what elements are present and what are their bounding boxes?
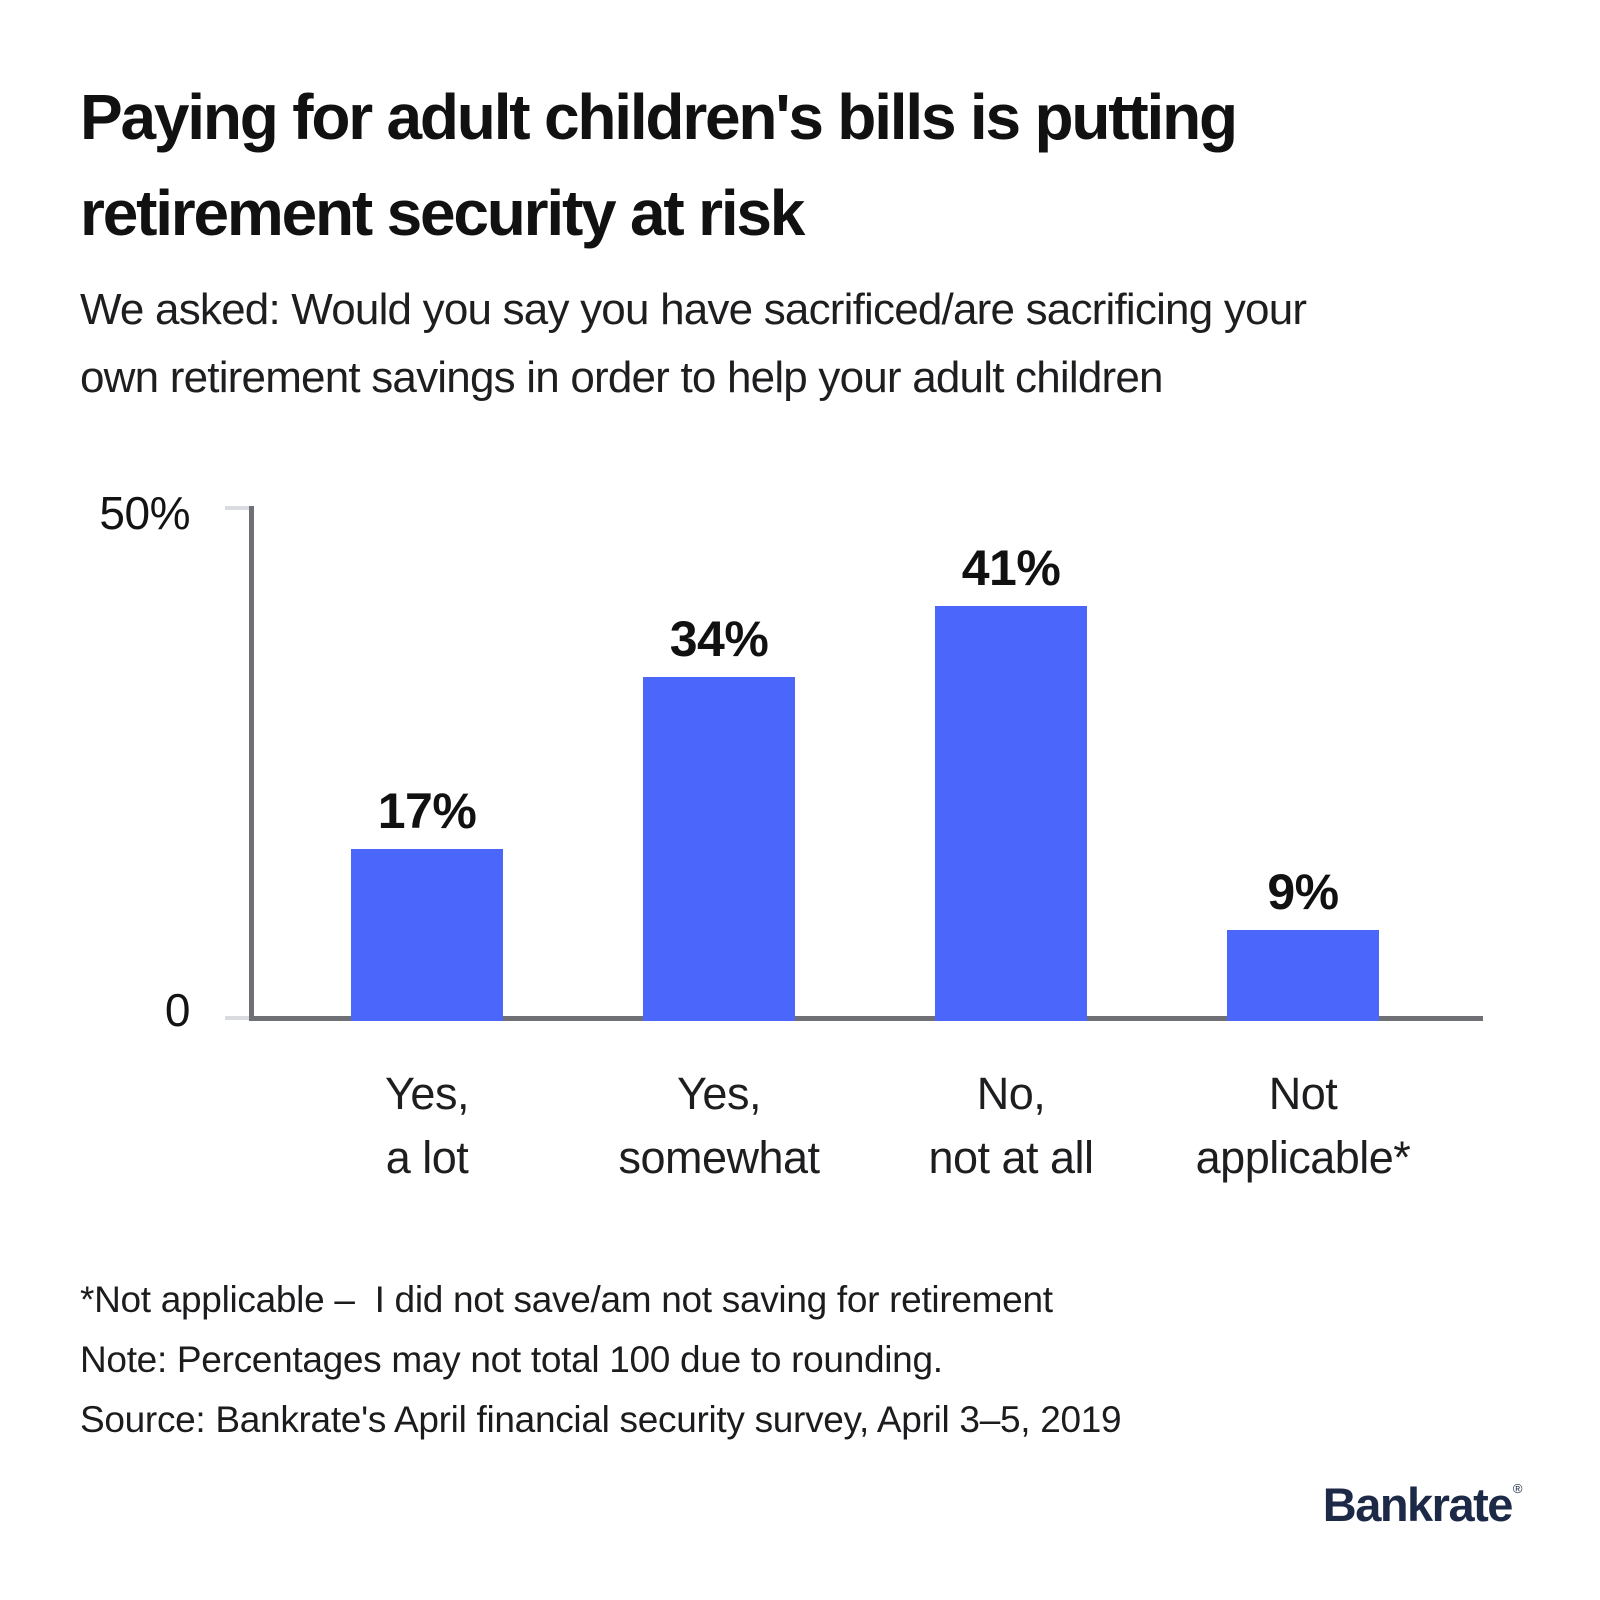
footnote-source: Source: Bankrate's April financial secur… bbox=[80, 1399, 1122, 1440]
y-axis-line bbox=[249, 506, 254, 1021]
x-axis-label: Yes, somewhat bbox=[559, 1062, 879, 1190]
footnote-asterisk: *Not applicable – I did not save/am not … bbox=[80, 1279, 1053, 1320]
y-axis-tick-label-top: 50% bbox=[99, 487, 190, 539]
chart-subtitle: We asked: Would you say you have sacrifi… bbox=[80, 276, 1307, 412]
x-axis-line bbox=[249, 1016, 1483, 1021]
y-axis-tick-bottom bbox=[225, 1016, 249, 1020]
footnotes: *Not applicable – I did not save/am not … bbox=[80, 1270, 1122, 1450]
bankrate-logo-text: Bankrate bbox=[1322, 1478, 1514, 1531]
x-axis-label-line1: Not bbox=[1268, 1068, 1338, 1119]
x-axis-label-line2: not at all bbox=[928, 1132, 1094, 1183]
x-axis-label: Yes, a lot bbox=[267, 1062, 587, 1190]
x-axis-label-line2: a lot bbox=[385, 1132, 469, 1183]
bar-value-label: 17% bbox=[377, 783, 477, 839]
bar bbox=[935, 606, 1087, 1021]
y-axis-tick-top bbox=[225, 506, 249, 510]
y-axis-tick-label-bottom: 0 bbox=[164, 984, 191, 1036]
x-axis-label-line1: Yes, bbox=[677, 1068, 761, 1119]
x-axis-label-line1: No, bbox=[976, 1068, 1046, 1119]
footnote-note: Note: Percentages may not total 100 due … bbox=[80, 1339, 943, 1380]
chart-subtitle-line1: We asked: Would you say you have sacrifi… bbox=[80, 285, 1307, 334]
chart-title: Paying for adult children's bills is put… bbox=[80, 69, 1238, 261]
x-axis-label-line1: Yes, bbox=[385, 1068, 469, 1119]
bankrate-logo: Bankrate® bbox=[1322, 1477, 1523, 1532]
bar bbox=[351, 849, 503, 1021]
chart-title-line2: retirement security at risk bbox=[80, 177, 805, 249]
bar-value-label: 9% bbox=[1267, 864, 1339, 920]
bar-value-label: 41% bbox=[961, 540, 1061, 596]
x-axis-label: Not applicable* bbox=[1143, 1062, 1463, 1190]
bar-value-label: 34% bbox=[669, 611, 769, 667]
bar bbox=[1227, 930, 1379, 1021]
x-axis-label-line2: somewhat bbox=[618, 1132, 820, 1183]
x-axis-label: No, not at all bbox=[851, 1062, 1171, 1190]
registered-mark-icon: ® bbox=[1512, 1481, 1523, 1496]
chart-subtitle-line2: own retirement savings in order to help … bbox=[80, 353, 1164, 402]
bar bbox=[643, 677, 795, 1021]
x-axis-label-line2: applicable* bbox=[1195, 1132, 1411, 1183]
chart-title-line1: Paying for adult children's bills is put… bbox=[80, 81, 1238, 153]
